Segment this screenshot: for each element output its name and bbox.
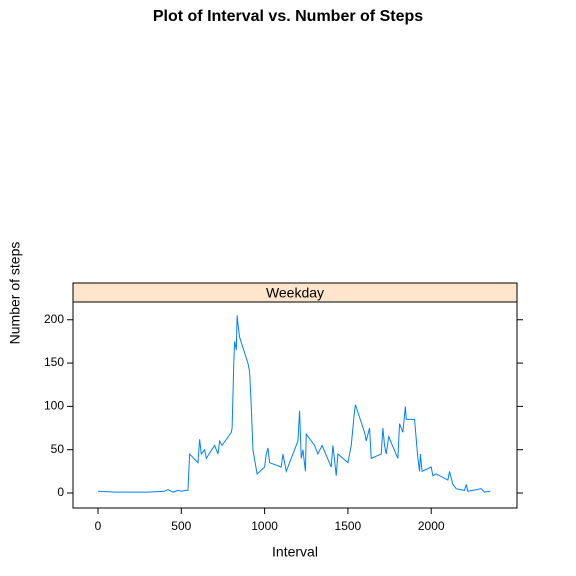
y-tick-label: 0 — [57, 485, 64, 499]
strip-label: Weekday — [266, 285, 324, 301]
x-tick-label: 1500 — [335, 519, 362, 533]
x-tick-label: 2000 — [418, 519, 445, 533]
x-tick-label: 500 — [171, 519, 191, 533]
panel — [72, 301, 518, 509]
x-tick-label: 0 — [95, 519, 102, 533]
y-axis-label: Number of steps — [7, 242, 23, 345]
y-tick-label: 100 — [44, 399, 64, 413]
y-tick-label: 200 — [44, 312, 64, 326]
y-tick-label: 150 — [44, 355, 64, 369]
line — [97, 315, 491, 493]
x-tick-label: 1000 — [251, 519, 278, 533]
x-axis-label: Interval — [272, 544, 318, 560]
chart-title: Plot of Interval vs. Number of Steps — [153, 8, 423, 25]
y-tick-label: 50 — [51, 442, 65, 456]
